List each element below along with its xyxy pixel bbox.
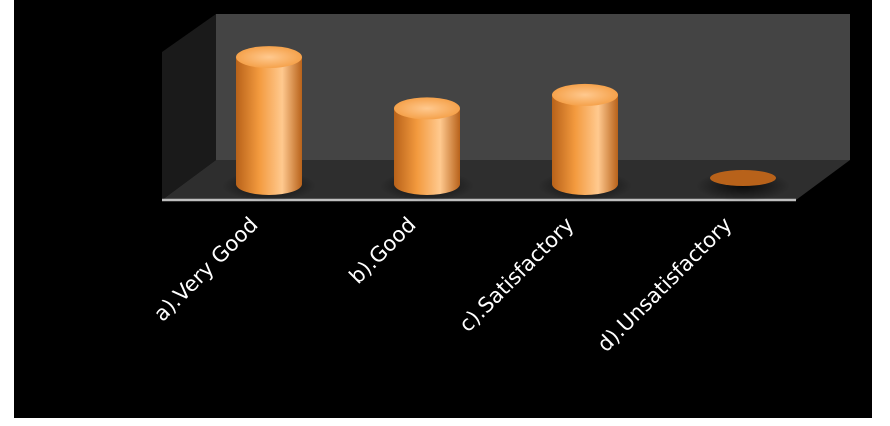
back-wall — [216, 14, 850, 160]
bar-cylinder-1 — [236, 57, 302, 195]
bar-cylinder-4 — [710, 170, 776, 186]
chart-floor — [162, 160, 850, 200]
bar-cylinder-3 — [552, 94, 618, 195]
bars-layer — [222, 46, 790, 201]
bar-cylinder-2 — [394, 108, 460, 195]
bar-top-cap-1 — [236, 46, 302, 69]
page-edge-bottom — [0, 418, 890, 426]
side-wall — [162, 14, 216, 200]
bar-top-cap-2 — [394, 97, 460, 120]
bar-top-cap-3 — [552, 83, 618, 106]
page-edge-right — [872, 0, 890, 426]
